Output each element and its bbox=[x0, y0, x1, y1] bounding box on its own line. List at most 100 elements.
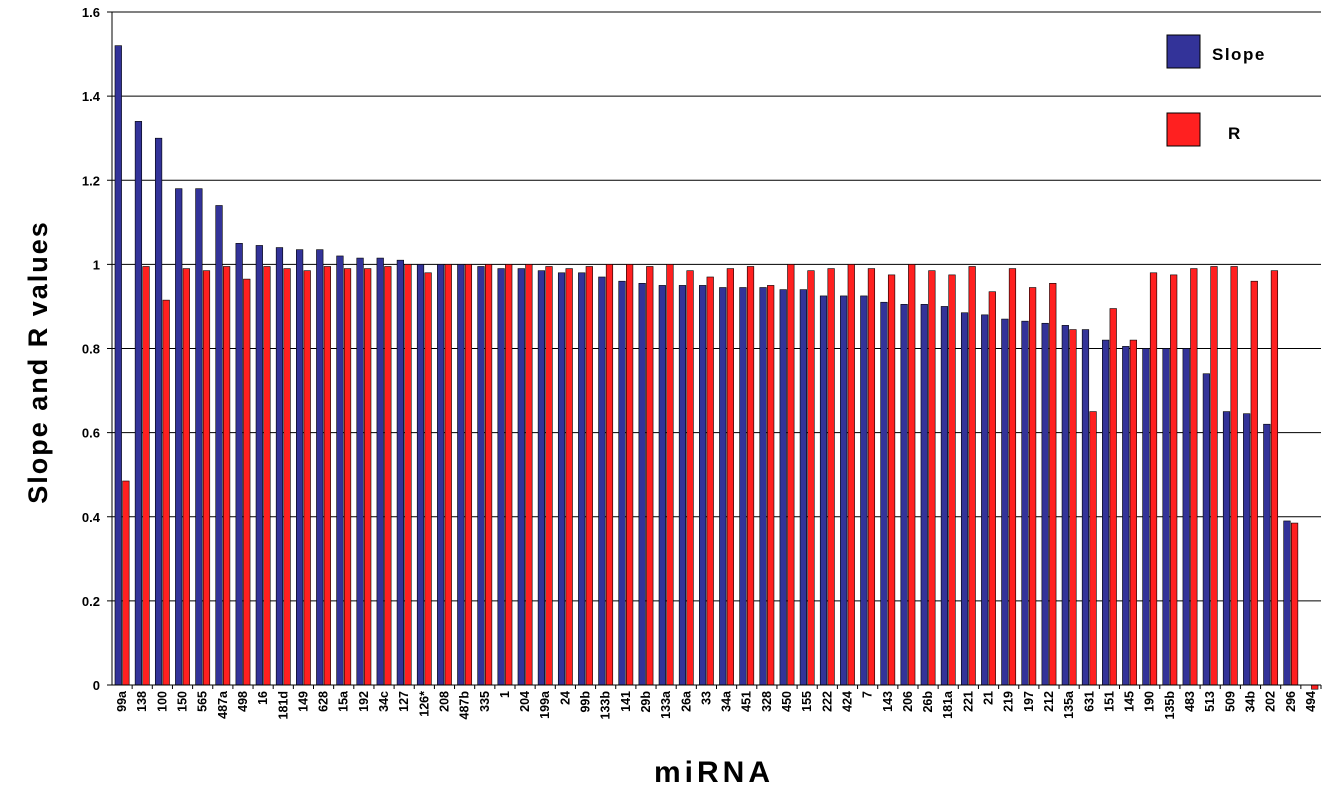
bar-slope-138 bbox=[134, 121, 143, 686]
axes bbox=[111, 12, 1321, 686]
x-tick-label: 145 bbox=[1123, 691, 1137, 712]
bar-slope-219 bbox=[1001, 318, 1009, 686]
bar-r-24 bbox=[565, 268, 573, 686]
bar-r-145 bbox=[1129, 339, 1137, 686]
bar-r-219 bbox=[1008, 268, 1017, 686]
x-tick-label: 451 bbox=[740, 691, 754, 712]
bar-slope-100 bbox=[154, 137, 163, 686]
bar-r-631 bbox=[1089, 411, 1097, 686]
x-tick-label: 296 bbox=[1284, 691, 1298, 712]
x-tick-label: 509 bbox=[1223, 691, 1237, 712]
x-tick-label: 487b bbox=[458, 691, 472, 720]
x-tick-label: 16 bbox=[256, 691, 270, 705]
bar-slope-21 bbox=[981, 314, 989, 686]
bar-r-26b bbox=[928, 270, 936, 686]
bar-r-190 bbox=[1149, 272, 1158, 686]
bar-slope-33 bbox=[699, 285, 707, 686]
bar-slope-208 bbox=[437, 264, 445, 686]
bar-slope-7 bbox=[860, 295, 868, 686]
y-tick-label: 1.6 bbox=[82, 5, 100, 20]
bar-r-197 bbox=[1029, 287, 1037, 686]
bar-slope-631 bbox=[1081, 329, 1090, 686]
bar-r-133b bbox=[605, 264, 614, 686]
x-tick-label: 424 bbox=[840, 691, 854, 712]
bar-r-494 bbox=[1311, 684, 1319, 690]
bar-slope-133b bbox=[598, 276, 606, 686]
x-tick-label: 15a bbox=[337, 690, 351, 712]
bar-slope-29b bbox=[638, 282, 646, 686]
bar-slope-483 bbox=[1182, 348, 1190, 686]
x-tick-label: 99b bbox=[579, 691, 593, 713]
y-tick-label: 1.2 bbox=[82, 173, 100, 188]
bar-r-141 bbox=[626, 264, 634, 686]
bar-r-16 bbox=[263, 266, 271, 686]
bar-r-138 bbox=[142, 266, 150, 686]
bar-slope-487b bbox=[457, 264, 465, 686]
x-tick-label: 155 bbox=[800, 691, 814, 712]
x-tick-label: 143 bbox=[881, 691, 895, 712]
bar-slope-221 bbox=[960, 312, 969, 686]
x-tick-label: 328 bbox=[760, 691, 774, 712]
bar-r-509 bbox=[1230, 266, 1238, 686]
bar-r-34c bbox=[384, 266, 392, 686]
bar-slope-199a bbox=[537, 270, 546, 686]
x-tick-label: 565 bbox=[196, 691, 210, 712]
x-tick-label: 100 bbox=[155, 691, 169, 712]
x-tick-label: 335 bbox=[478, 691, 492, 712]
y-tick-label: 0.2 bbox=[82, 594, 100, 609]
bar-r-15a bbox=[343, 268, 352, 686]
x-tick-label: 487a bbox=[216, 690, 230, 719]
legend-label-slope: Slope bbox=[1212, 45, 1266, 64]
x-tick-label: 494 bbox=[1304, 691, 1318, 712]
x-tick-label: 450 bbox=[780, 691, 794, 712]
y-tick-label: 1 bbox=[93, 257, 100, 272]
bar-r-221 bbox=[968, 266, 976, 686]
x-tick-label: 34b bbox=[1243, 691, 1257, 713]
x-tick-label: 133a bbox=[659, 690, 673, 719]
y-axis-title: Slope and R values bbox=[23, 220, 53, 504]
bar-r-451 bbox=[746, 266, 755, 686]
x-tick-label: 202 bbox=[1264, 691, 1278, 712]
bar-r-192 bbox=[364, 268, 372, 686]
bar-r-149 bbox=[303, 270, 311, 686]
y-tick-labels: 0 0.2 0.4 0.6 0.8 1 1.2 1.4 1.6 bbox=[82, 5, 101, 693]
x-tick-label: 138 bbox=[135, 691, 149, 712]
x-tick-label: 192 bbox=[357, 691, 371, 712]
bar-r-208 bbox=[444, 264, 452, 686]
bar-slope-328 bbox=[759, 287, 767, 686]
legend-swatch-slope bbox=[1166, 34, 1201, 69]
x-tick-label: 199a bbox=[538, 690, 552, 719]
x-tick-label: 513 bbox=[1203, 691, 1217, 712]
bar-slope-16 bbox=[255, 245, 263, 686]
x-tick-label: 498 bbox=[236, 691, 250, 712]
x-tick-label: 190 bbox=[1143, 691, 1157, 712]
bar-slope-126* bbox=[416, 264, 425, 686]
bar-r-34b bbox=[1250, 280, 1258, 686]
y-tick-label: 0 bbox=[93, 678, 100, 693]
x-tick-label: 26b bbox=[921, 691, 935, 713]
x-tick-label: 135b bbox=[1163, 691, 1177, 720]
bar-r-150 bbox=[182, 268, 190, 686]
bar-slope-135a bbox=[1061, 325, 1069, 686]
bar-r-335 bbox=[484, 264, 493, 686]
bar-slope-99b bbox=[578, 272, 586, 686]
bar-slope-34c bbox=[376, 257, 384, 686]
y-tick-label: 1.4 bbox=[82, 89, 101, 104]
bar-slope-487a bbox=[215, 205, 223, 686]
x-tick-label: 127 bbox=[397, 691, 411, 712]
x-tick-label: 135a bbox=[1062, 690, 1076, 719]
bar-r-155 bbox=[807, 270, 815, 686]
x-tick-label: 212 bbox=[1042, 691, 1056, 712]
bar-slope-498 bbox=[235, 243, 243, 686]
bar-r-202 bbox=[1270, 270, 1279, 686]
bar-r-26a bbox=[686, 270, 694, 686]
bar-slope-424 bbox=[840, 295, 848, 686]
bar-slope-151 bbox=[1102, 339, 1110, 686]
bar-r-99a bbox=[122, 480, 130, 686]
bar-r-565 bbox=[202, 270, 211, 686]
x-tick-label: 197 bbox=[1022, 691, 1036, 712]
bar-r-513 bbox=[1210, 266, 1218, 686]
bar-slope-127 bbox=[396, 259, 404, 686]
x-tick-label: 628 bbox=[317, 691, 331, 712]
